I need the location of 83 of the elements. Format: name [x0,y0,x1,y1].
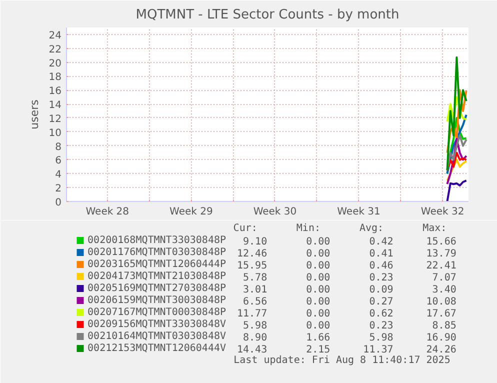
line-series [446,138,468,186]
legend-label: 00203165MQTMNT12060444P [88,259,226,270]
text: 17.67 [426,308,456,320]
line-series [446,134,468,172]
y-tick-label: 14 [48,100,62,112]
text: 12.46 [236,248,268,260]
text: Avg: [359,223,384,234]
text: 0.00 [306,284,330,296]
line-series [446,152,468,172]
line-series [446,56,468,172]
y-tick-label: 22 [48,44,62,56]
text: 5.78 [243,272,268,284]
x-tick-label: Week 31 [337,206,380,218]
y-tick-label: 6 [55,156,62,167]
x-tick-label: Week 32 [420,206,464,218]
line-series [446,89,468,154]
legend-label: 00209156MQTMNT33030848V [88,319,226,330]
line-series [446,158,468,182]
text: 0.00 [306,296,330,308]
x-tick-label: Week 30 [253,206,297,218]
text: 0.00 [306,236,330,248]
text: 0.23 [369,320,394,332]
y-tick-label: 20 [48,58,62,70]
text: 22.41 [426,260,456,272]
text: Max: [422,223,447,234]
chart-title: MQTMNT - LTE Sector Counts - by month [136,8,400,22]
text: 0.27 [369,296,394,308]
text: 0.42 [369,236,394,248]
text: 8.90 [243,332,268,344]
legend-label: 00210164MQTMNT03030848V [88,331,226,342]
text: 0.41 [369,248,394,260]
text: 0.23 [369,272,394,284]
x-tick-label: Week 29 [170,206,213,218]
y-tick-label: 16 [48,86,62,98]
text: 1.66 [306,332,330,344]
legend-label: 00200168MQTMNT33030848P [88,235,226,246]
text: 15.95 [236,260,268,272]
y-tick-label: 24 [48,30,62,42]
text: 11.37 [363,344,394,356]
text: 24.26 [426,344,456,356]
legend-label: 00205169MQTMNT27030848P [88,283,226,294]
legend-label: 00204173MQTMNT21030848P [88,271,226,282]
y-tick-label: 8 [55,142,62,153]
legend-label: 00207167MQTMNT00030848P [88,307,226,318]
legend-label: 00212153MQTMNT12060444V [88,343,226,354]
text: 7.07 [432,272,456,284]
y-tick-label: 4 [55,170,62,181]
text: 13.79 [426,248,456,260]
text: 3.40 [432,284,456,296]
text: 0.00 [306,248,330,260]
text: 6.56 [243,296,268,308]
text: 0.00 [306,272,330,284]
text: 0.00 [306,260,330,272]
y-tick-label: 12 [48,114,62,125]
text: 3.01 [243,284,268,296]
text: 0.46 [369,260,394,272]
line-series [446,96,468,122]
text: 0.62 [369,308,394,320]
text: 0.09 [369,284,394,296]
text: 15.66 [426,236,456,248]
text: 5.98 [369,332,394,344]
text: 0.00 [306,320,330,332]
text: 16.90 [426,332,456,344]
y-tick-label: 0 [55,198,62,208]
text: 2.15 [306,344,330,356]
y-tick-label: 18 [48,72,62,84]
text: 11.77 [236,308,268,320]
y-axis-title: users [28,99,41,130]
text: Cur: [233,223,258,234]
text: 14.43 [236,344,268,356]
text: 8.85 [432,320,456,332]
text: 9.10 [243,236,268,248]
legend-label: 00201176MQTMNT03030848P [88,247,226,258]
x-tick-label: Week 28 [86,206,130,218]
text: 0.00 [306,308,330,320]
text: Min: [296,223,320,234]
text: 10.08 [426,296,456,308]
line-series [446,180,468,202]
text: Last update: Fri Aug 8 11:40:17 2025 [234,355,450,366]
y-tick-label: 10 [48,128,62,139]
text: 5.98 [243,320,268,332]
y-tick-label: 2 [55,184,62,195]
legend-label: 00206159MQTMNT30030848P [88,295,226,306]
